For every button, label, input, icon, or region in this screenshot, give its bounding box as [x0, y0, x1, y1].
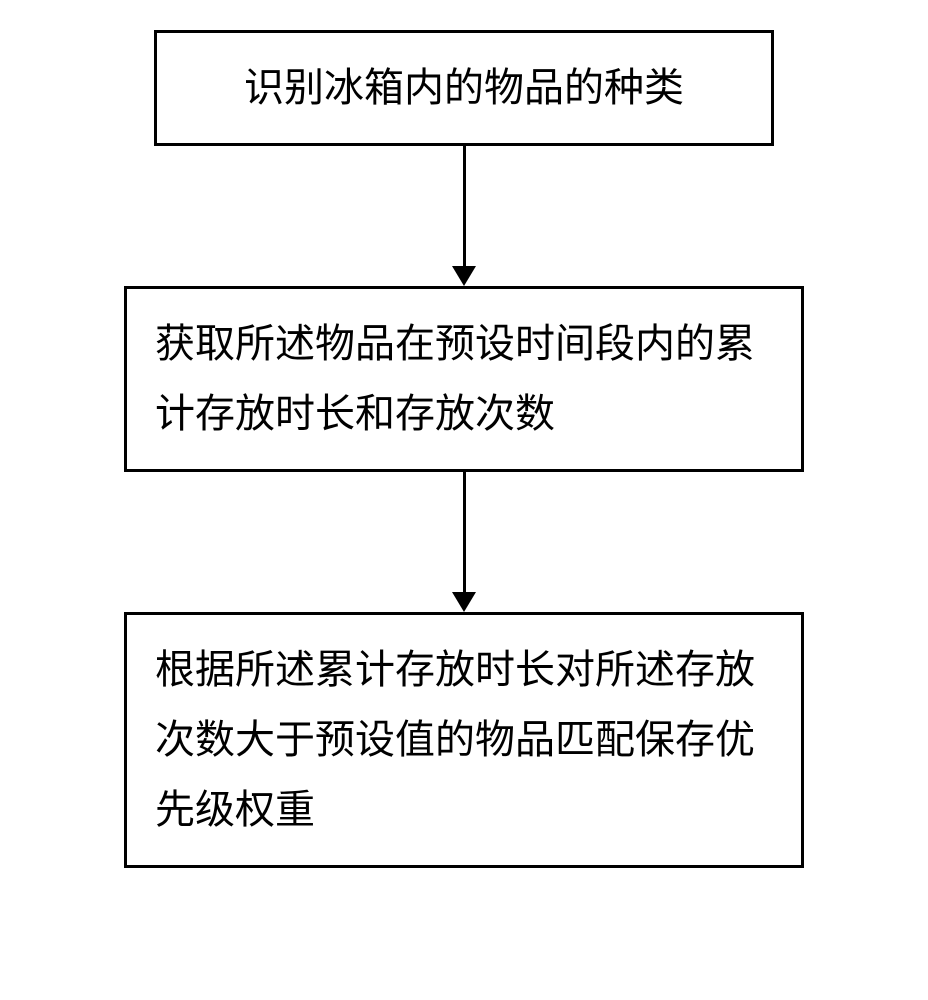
- arrow-1-line: [463, 146, 466, 266]
- arrow-1: [452, 146, 476, 286]
- flow-step-2: 获取所述物品在预设时间段内的累计存放时长和存放次数: [124, 286, 804, 472]
- flowchart-container: 识别冰箱内的物品的种类 获取所述物品在预设时间段内的累计存放时长和存放次数 根据…: [124, 30, 804, 868]
- flow-step-1: 识别冰箱内的物品的种类: [154, 30, 774, 146]
- flow-step-3: 根据所述累计存放时长对所述存放次数大于预设值的物品匹配保存优先级权重: [124, 612, 804, 868]
- flow-step-3-text: 根据所述累计存放时长对所述存放次数大于预设值的物品匹配保存优先级权重: [155, 647, 755, 832]
- flow-step-2-text: 获取所述物品在预设时间段内的累计存放时长和存放次数: [155, 321, 755, 436]
- arrow-2-head-icon: [452, 592, 476, 612]
- arrow-2-line: [463, 472, 466, 592]
- flow-step-1-text: 识别冰箱内的物品的种类: [244, 65, 684, 110]
- arrow-1-head-icon: [452, 266, 476, 286]
- arrow-2: [452, 472, 476, 612]
